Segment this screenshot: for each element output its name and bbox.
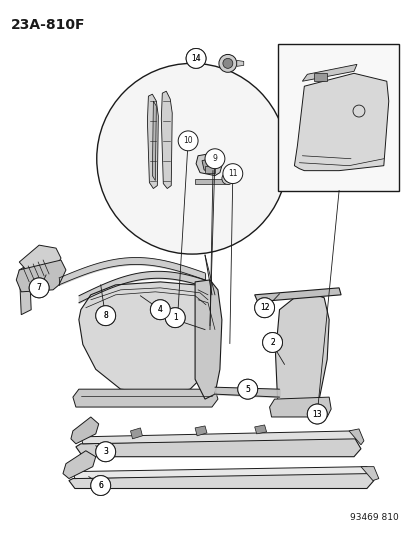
Polygon shape (73, 467, 368, 479)
Text: 93469 810: 93469 810 (349, 513, 398, 522)
Polygon shape (19, 245, 61, 272)
Circle shape (95, 442, 115, 462)
Polygon shape (78, 282, 214, 394)
Text: 12: 12 (259, 303, 269, 312)
Text: 8: 8 (103, 311, 108, 320)
Text: 9: 9 (212, 154, 217, 163)
Text: 1: 1 (172, 313, 177, 322)
Circle shape (95, 306, 115, 326)
Polygon shape (152, 101, 156, 181)
Circle shape (165, 308, 185, 328)
Circle shape (222, 164, 242, 183)
Polygon shape (19, 264, 31, 314)
Circle shape (218, 54, 236, 72)
Polygon shape (254, 288, 340, 302)
Circle shape (254, 298, 274, 318)
Polygon shape (195, 179, 224, 183)
Text: 6: 6 (98, 481, 103, 490)
Text: 8: 8 (103, 311, 108, 320)
Polygon shape (202, 159, 212, 173)
Text: 4: 4 (157, 305, 162, 314)
Polygon shape (161, 91, 172, 189)
Text: 7: 7 (37, 284, 41, 293)
Polygon shape (236, 60, 243, 66)
Circle shape (237, 379, 257, 399)
Circle shape (178, 131, 197, 151)
Circle shape (262, 333, 282, 352)
Text: 5: 5 (244, 385, 249, 394)
Polygon shape (269, 397, 330, 417)
Circle shape (306, 404, 326, 424)
Polygon shape (204, 166, 214, 173)
Text: 13: 13 (312, 409, 321, 418)
Circle shape (186, 49, 206, 68)
Circle shape (306, 404, 326, 424)
Circle shape (95, 306, 115, 326)
Polygon shape (71, 417, 98, 444)
Polygon shape (301, 64, 356, 81)
Polygon shape (348, 429, 363, 445)
Text: 10: 10 (183, 136, 192, 146)
Text: 6: 6 (98, 481, 103, 490)
Circle shape (97, 63, 287, 254)
Circle shape (237, 379, 257, 399)
Text: 3: 3 (103, 447, 108, 456)
Bar (277, 44, 398, 190)
Polygon shape (360, 467, 378, 481)
Circle shape (254, 298, 274, 318)
Text: 13: 13 (312, 409, 321, 418)
Circle shape (221, 173, 233, 184)
Circle shape (95, 442, 115, 462)
Text: 14: 14 (191, 54, 200, 63)
Text: 1: 1 (172, 313, 177, 322)
Circle shape (165, 308, 185, 328)
Text: 2: 2 (270, 338, 274, 347)
Polygon shape (16, 260, 66, 292)
Polygon shape (196, 153, 221, 175)
Polygon shape (313, 74, 326, 81)
Text: 23A-810F: 23A-810F (11, 18, 85, 31)
Polygon shape (254, 425, 266, 434)
Polygon shape (195, 426, 206, 436)
Polygon shape (294, 74, 388, 171)
Text: 3: 3 (103, 447, 108, 456)
Text: 11: 11 (228, 169, 237, 178)
Polygon shape (275, 293, 328, 414)
Circle shape (204, 149, 224, 168)
Text: 14: 14 (191, 54, 200, 63)
Text: 4: 4 (157, 305, 162, 314)
Text: 2: 2 (270, 338, 274, 347)
Polygon shape (147, 94, 158, 189)
Text: 12: 12 (259, 303, 269, 312)
Circle shape (29, 278, 49, 298)
Circle shape (29, 278, 49, 298)
Circle shape (90, 475, 110, 496)
Polygon shape (130, 428, 142, 439)
Polygon shape (63, 451, 95, 479)
Circle shape (262, 333, 282, 352)
Text: 5: 5 (244, 385, 249, 394)
Text: 7: 7 (37, 284, 41, 293)
Circle shape (150, 300, 170, 320)
Circle shape (186, 49, 206, 68)
Polygon shape (73, 389, 217, 407)
Polygon shape (81, 431, 356, 444)
Polygon shape (195, 280, 221, 399)
Circle shape (150, 300, 170, 320)
Circle shape (222, 59, 232, 68)
Polygon shape (69, 472, 373, 489)
Polygon shape (76, 437, 360, 457)
Circle shape (90, 475, 110, 496)
